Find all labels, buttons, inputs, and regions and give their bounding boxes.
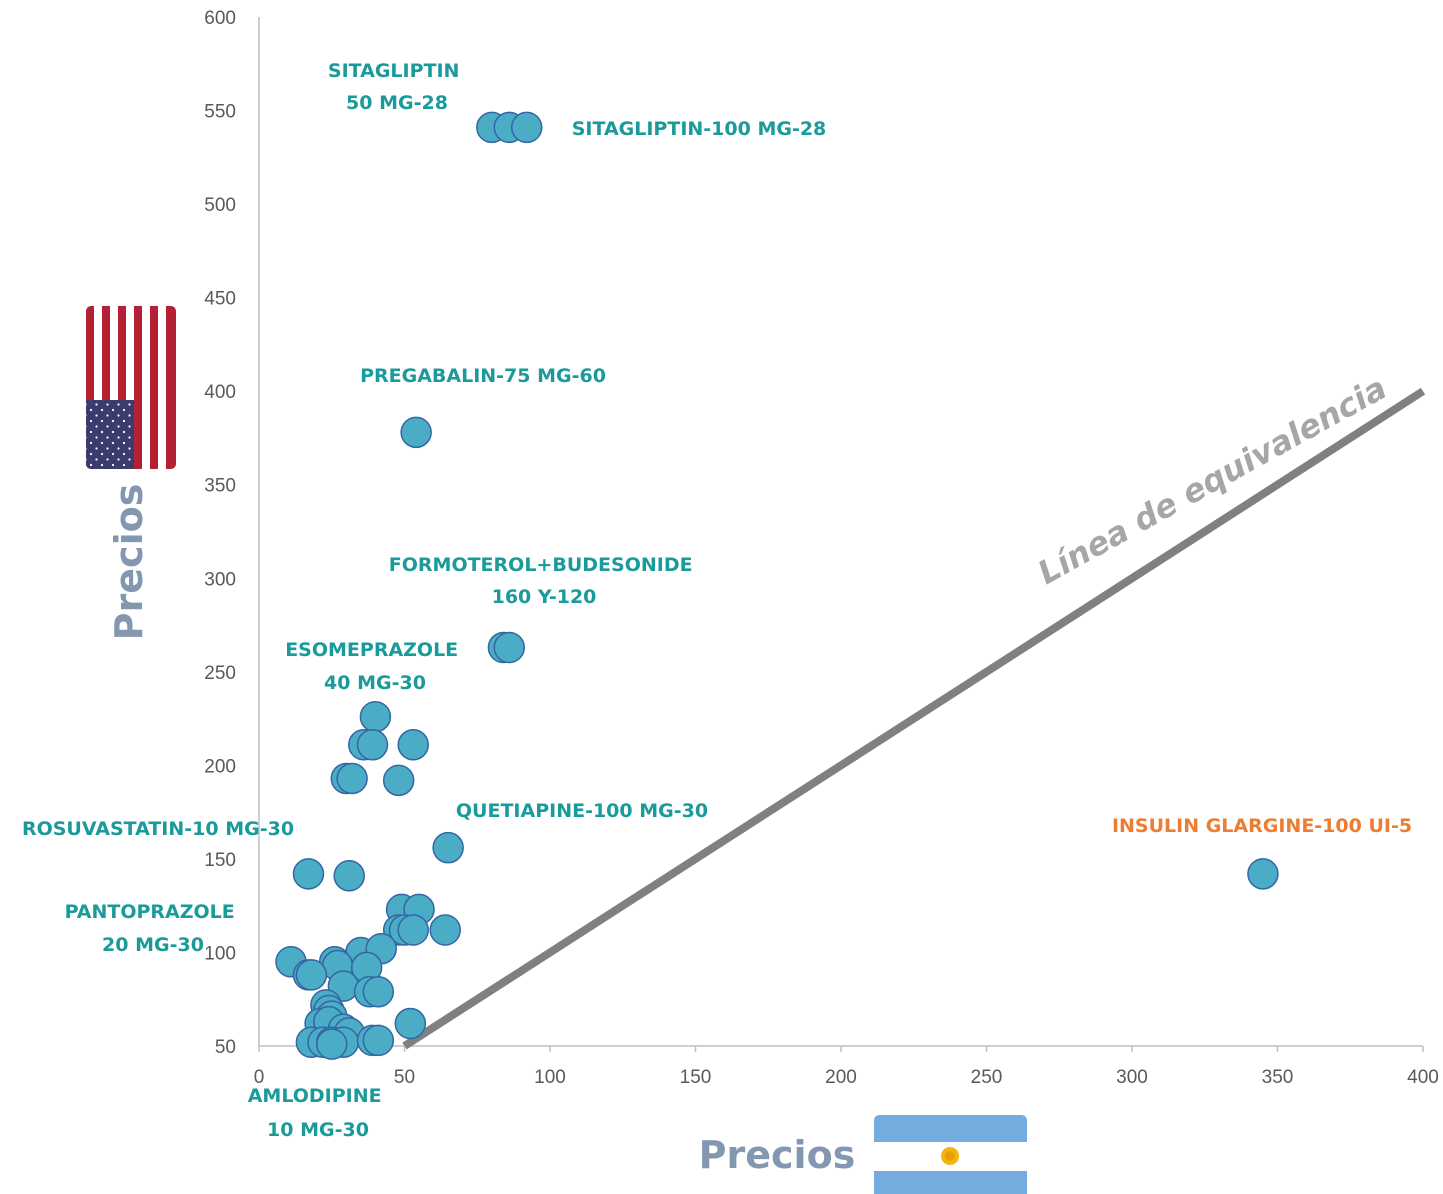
- annotation-amlodipine: AMLODIPINE 10 MG-30: [248, 1085, 389, 1141]
- y-tick-label: 400: [204, 382, 236, 403]
- x-tick-label: 250: [971, 1067, 1003, 1088]
- data-point: [1247, 858, 1279, 890]
- y-tick-labels: 50 100 150 200 250 300 350 400 450 500 550 600: [204, 8, 236, 1058]
- data-point: [362, 1024, 395, 1057]
- y-tick-label: 100: [204, 943, 236, 964]
- data-point: [400, 416, 432, 449]
- y-tick-label: 200: [204, 756, 236, 777]
- data-point: [316, 1028, 348, 1060]
- data-point: [336, 762, 368, 795]
- x-tick-marks: [258, 1046, 1424, 1052]
- x-tick-label: 150: [680, 1067, 712, 1088]
- annotation-sitagliptin-50: SITAGLIPTIN 50 MG-28: [328, 60, 466, 114]
- y-tick-label: 600: [204, 8, 236, 29]
- y-tick-label: 500: [204, 195, 236, 216]
- y-tick-label: 250: [204, 663, 236, 684]
- annotation-formoterol: FORMOTEROL+BUDESONIDE 160 Y-120: [389, 554, 699, 608]
- x-tick-label: 200: [825, 1067, 857, 1088]
- data-point: [382, 764, 415, 797]
- x-tick-label: 100: [534, 1067, 566, 1088]
- data-point: [333, 859, 365, 892]
- x-tick-label: 50: [394, 1067, 415, 1088]
- argentina-flag-icon: [874, 1115, 1027, 1194]
- data-point: [432, 831, 464, 864]
- annotation-pantoprazole: PANTOPRAZOLE 20 MG-30: [65, 901, 242, 956]
- x-axis-title: Precios: [699, 1133, 856, 1177]
- annotation-pregabalin: PREGABALIN-75 MG-60: [360, 365, 606, 387]
- annotation-quetiapine: QUETIAPINE-100 MG-30: [456, 800, 708, 822]
- annotation-rosuvastatin: ROSUVASTATIN-10 MG-30: [22, 818, 294, 840]
- y-tick-label: 450: [204, 289, 236, 310]
- equivalence-line: [402, 387, 1426, 1050]
- annotation-sitagliptin-100: SITAGLIPTIN-100 MG-28: [572, 118, 827, 140]
- x-tick-label: 300: [1116, 1067, 1148, 1088]
- data-point: [510, 111, 543, 144]
- y-tick-label: 300: [204, 569, 236, 590]
- y-axis-title: Precios: [107, 484, 151, 641]
- data-points: [275, 111, 1279, 1060]
- data-point: [397, 914, 429, 946]
- data-point: [429, 914, 461, 946]
- x-tick-label: 350: [1262, 1067, 1294, 1088]
- equivalence-line-label: Línea de equivalencia: [1031, 369, 1392, 592]
- data-point: [493, 631, 526, 664]
- annotation-esomeprazole: ESOMEPRAZOLE 40 MG-30: [285, 639, 465, 694]
- x-tick-label: 400: [1407, 1067, 1439, 1088]
- data-point: [292, 858, 325, 890]
- y-tick-label: 350: [204, 476, 236, 497]
- data-point: [362, 975, 395, 1008]
- usa-flag-icon: [86, 306, 176, 469]
- data-point: [397, 729, 429, 761]
- annotation-insulin-glargine: INSULIN GLARGINE-100 UI-5: [1112, 815, 1412, 837]
- data-point: [295, 959, 328, 991]
- y-tick-label: 150: [204, 850, 236, 871]
- x-tick-labels: 0 50 100 150 200 250 300 350 400: [254, 1067, 1439, 1088]
- x-tick-label: 0: [254, 1067, 265, 1088]
- data-point: [394, 1007, 427, 1040]
- data-point: [356, 729, 389, 761]
- data-point: [359, 700, 392, 733]
- y-tick-label: 50: [215, 1037, 236, 1058]
- y-tick-label: 550: [204, 102, 236, 123]
